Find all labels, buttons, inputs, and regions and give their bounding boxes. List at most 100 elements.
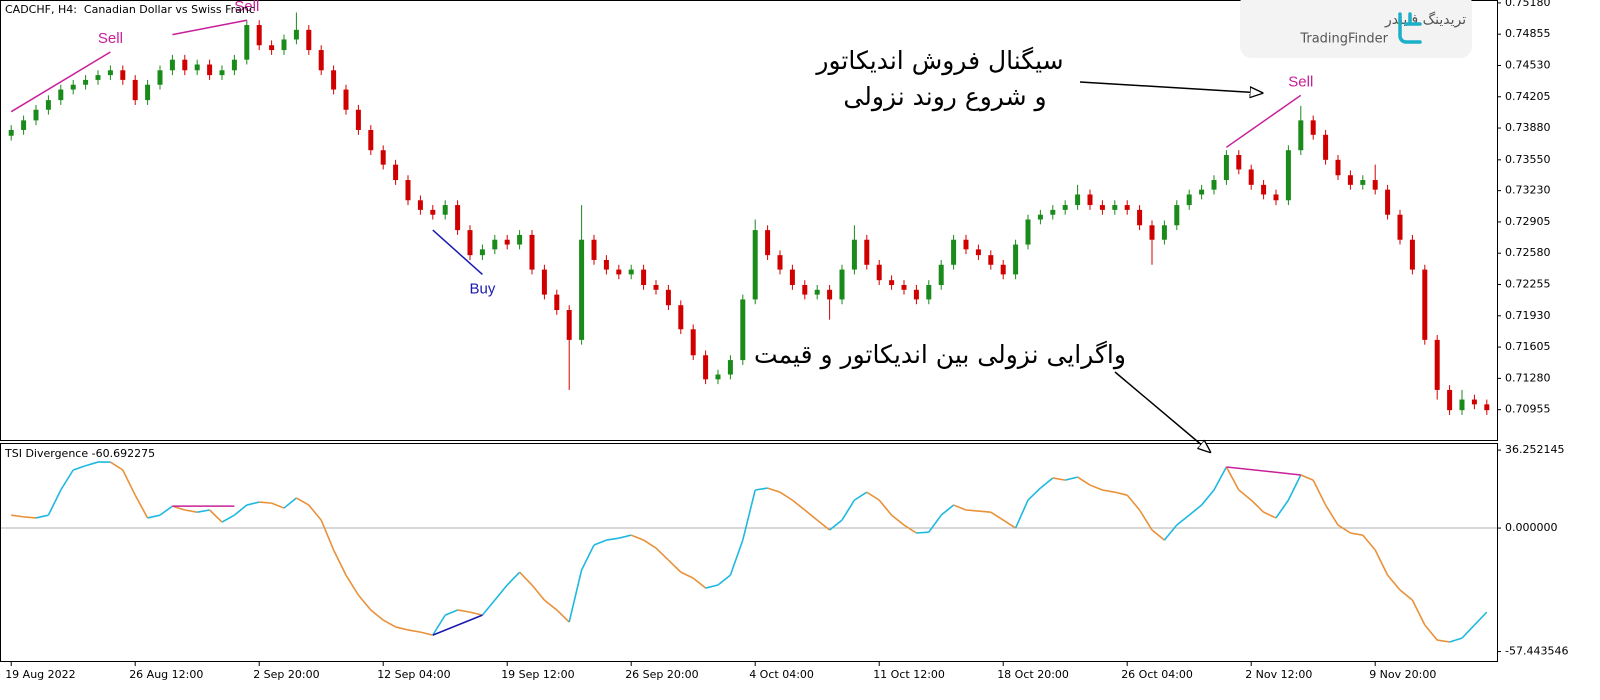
y-tick-label: -57.443546 — [1505, 645, 1568, 658]
candle-body — [566, 310, 572, 340]
tsi-segment — [965, 509, 979, 512]
tsi-segment — [1039, 477, 1054, 489]
x-tick-label: 12 Sep 04:00 — [377, 668, 450, 681]
tsi-segment — [246, 501, 260, 506]
candle-body — [455, 205, 461, 231]
candle-body — [1062, 205, 1068, 210]
candle-body — [901, 284, 907, 290]
tsi-segment — [916, 531, 929, 534]
tsi-segment — [1312, 479, 1327, 506]
tsi-segment — [779, 491, 793, 501]
tsi-segment — [556, 609, 570, 623]
candle-body — [343, 89, 349, 110]
candle-body — [938, 264, 944, 285]
tsi-segment — [506, 571, 521, 586]
candle-body — [467, 230, 473, 256]
candle-body — [1186, 194, 1192, 206]
tsi-segment — [259, 501, 272, 504]
tsi-segment — [829, 519, 843, 531]
candle-body — [678, 305, 684, 330]
candle-body — [430, 209, 436, 215]
tsi-segment — [147, 514, 161, 519]
tsi-segment — [531, 584, 546, 601]
candle-body — [1013, 244, 1019, 275]
candle-body — [827, 289, 833, 300]
candle-body — [120, 70, 126, 80]
tsi-segment — [816, 519, 831, 531]
candle-body — [1471, 399, 1477, 405]
candle-body — [851, 239, 857, 270]
candle-body — [603, 259, 609, 270]
candle-body — [541, 269, 547, 295]
y-tick-label: 0.72255 — [1505, 278, 1551, 291]
tsi-segment — [903, 524, 917, 534]
tsi-segment — [729, 539, 744, 576]
candle-body — [690, 329, 696, 356]
tsi-segment — [1102, 489, 1115, 493]
candle-body — [45, 100, 51, 110]
x-tick-label: 26 Sep 20:00 — [625, 668, 698, 681]
tsi-segment — [680, 571, 694, 579]
tsi-segment — [568, 569, 583, 623]
tsi-segment — [866, 491, 880, 501]
candle-body — [814, 289, 820, 295]
y-tick-label: 0.000000 — [1505, 521, 1558, 534]
candle-body — [839, 269, 845, 300]
x-tick-label: 26 Aug 12:00 — [129, 668, 203, 681]
candle-body — [95, 75, 101, 80]
tsi-segment — [1176, 514, 1190, 526]
candle-body — [21, 120, 27, 130]
tsi-segment — [159, 505, 173, 516]
tsi-segment — [1027, 487, 1041, 501]
tsi-segment — [1362, 534, 1376, 551]
candle-body — [1273, 194, 1279, 201]
candle-body — [442, 205, 448, 215]
candle-body — [33, 109, 39, 121]
signal-label: Buy — [469, 280, 495, 297]
candle-body — [219, 70, 225, 76]
y-tick-label: 0.74530 — [1505, 58, 1551, 71]
candle-body — [591, 239, 597, 260]
y-tick-label: 0.74855 — [1505, 27, 1551, 40]
tsi-segment — [233, 504, 248, 516]
candle-body — [1199, 189, 1205, 195]
y-tick-label: 0.72905 — [1505, 215, 1551, 228]
candle-body — [331, 70, 337, 90]
indicator-title: TSI Divergence -60.692275 — [4, 447, 155, 460]
signal-line — [10, 51, 111, 113]
tsi-segment — [1238, 489, 1252, 501]
tsi-segment — [1052, 477, 1066, 481]
tsi-segment — [1449, 637, 1463, 643]
tsi-segment — [1014, 499, 1029, 529]
candle-body — [1236, 155, 1242, 170]
candle-body — [417, 200, 423, 210]
divergence-note: واگرایی نزولی بین اندیکاتور و قیمت — [754, 340, 1126, 370]
tsi-segment — [1089, 484, 1103, 491]
signal-label: Sell — [1288, 73, 1313, 90]
tsi-segment — [481, 599, 496, 616]
tsi-segment — [23, 516, 37, 519]
tsi-segment — [283, 497, 297, 509]
y-tick-label: 0.70955 — [1505, 403, 1551, 416]
candle-body — [58, 89, 64, 101]
y-tick-label: 0.71280 — [1505, 371, 1551, 384]
candle-body — [1248, 169, 1254, 185]
candle-body — [194, 64, 200, 71]
candle-body — [864, 239, 870, 265]
candle-body — [107, 70, 113, 76]
tsi-segment — [928, 514, 942, 533]
signal-label: Sell — [234, 0, 259, 15]
candle-body — [1298, 120, 1304, 151]
candle-body — [1050, 209, 1056, 215]
candle-body — [628, 269, 634, 275]
tsi-segment — [1337, 524, 1351, 534]
tsi-segment — [72, 464, 86, 471]
y-tick-label: 36.252145 — [1505, 443, 1565, 456]
candle-body — [157, 70, 163, 85]
x-tick-label: 11 Oct 12:00 — [873, 668, 945, 681]
candle-body — [368, 129, 374, 151]
candle-body — [207, 64, 213, 76]
tsi-segment — [1473, 611, 1488, 626]
candle-body — [1161, 225, 1167, 240]
